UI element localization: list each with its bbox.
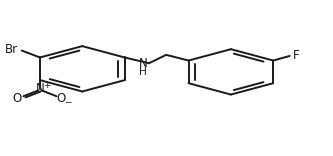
Text: O: O <box>12 92 21 105</box>
Text: N: N <box>139 57 147 70</box>
Text: O: O <box>57 93 66 105</box>
Text: −: − <box>64 97 71 106</box>
Text: H: H <box>139 67 147 77</box>
Text: +: + <box>44 81 51 90</box>
Text: F: F <box>293 49 300 62</box>
Text: N: N <box>36 82 44 95</box>
Text: Br: Br <box>5 43 18 56</box>
